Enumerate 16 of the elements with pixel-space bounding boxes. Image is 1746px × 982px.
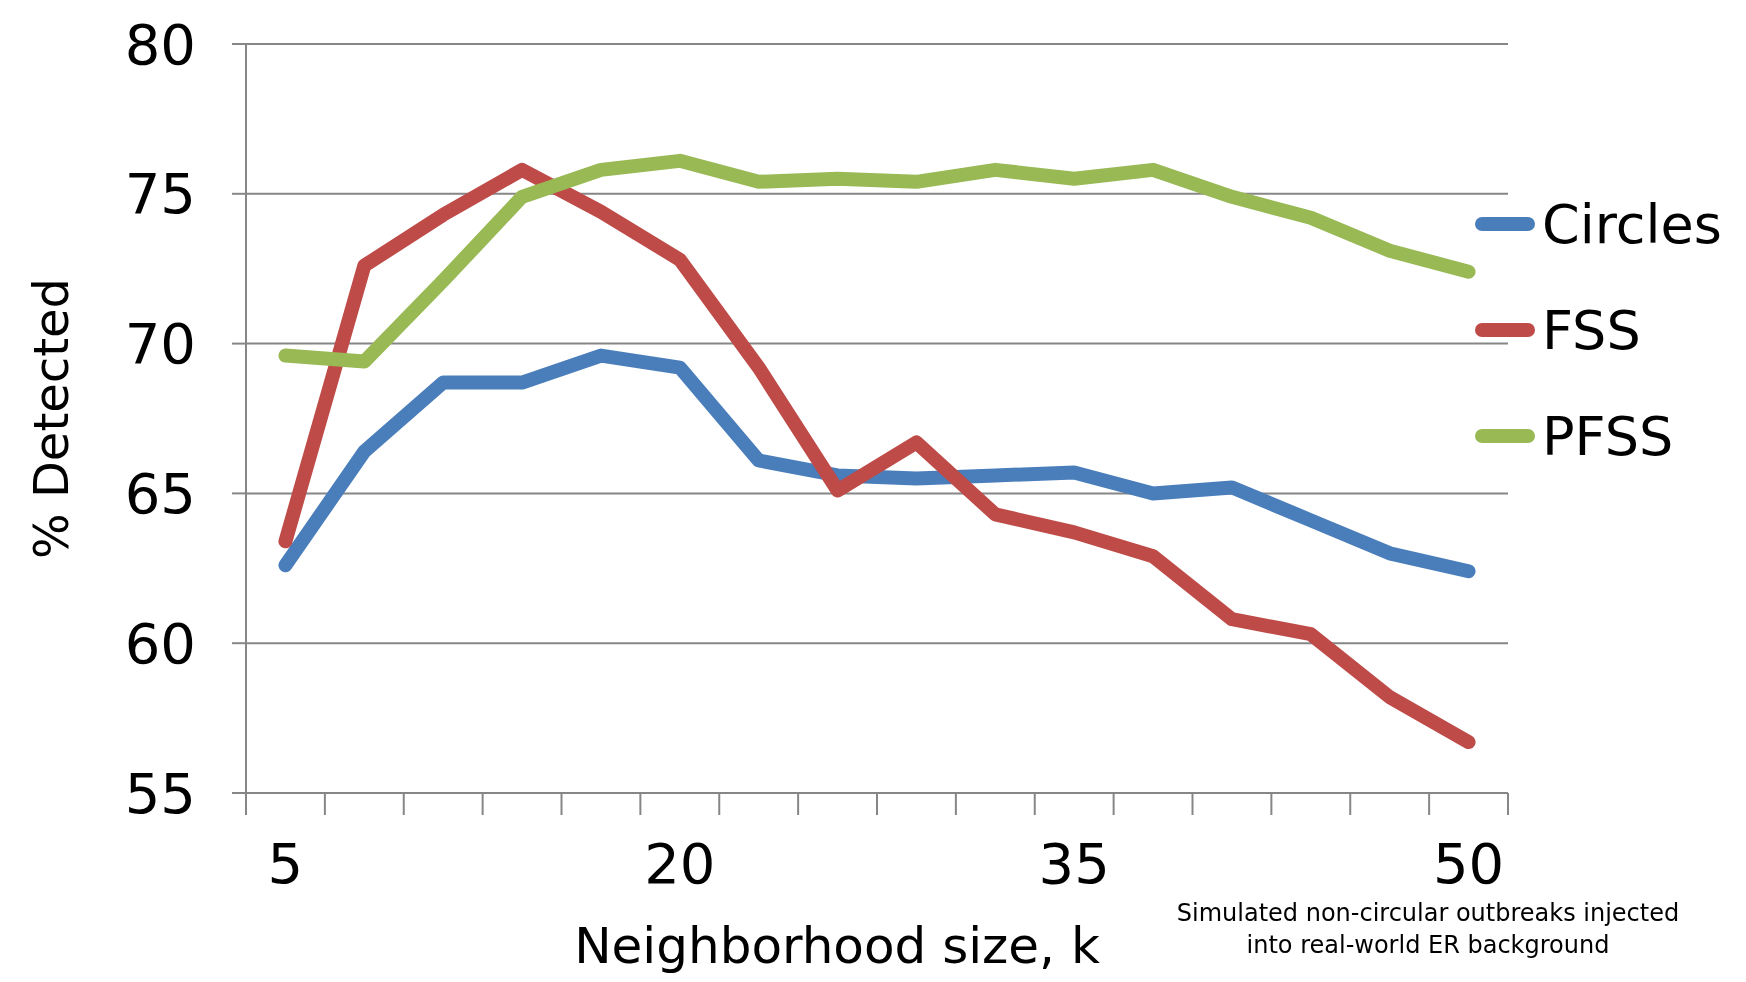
text: Simulated non-circular outbreaks injected into real-world ER background [1176,899,1680,959]
x-tick-label: 5 [267,831,304,896]
y-tick-label: 70 [124,311,196,377]
x-tick-label: 50 [1432,831,1505,896]
y-tick-label: 75 [124,161,196,227]
x-tick-label: 20 [644,831,716,896]
y-tick-label: 80 [124,11,196,77]
legend-label: Circles [1542,192,1722,256]
y-axis-title: % Detected [23,278,79,559]
legend-label: FSS [1542,298,1641,362]
y-tick-label: 60 [124,610,196,676]
x-axis-title: Neighborhood size, k [574,917,1100,975]
y-tick-label: 65 [124,460,196,526]
x-tick-label: 35 [1038,831,1110,896]
legend-label: PFSS [1542,404,1674,468]
y-tick-label: 55 [124,760,196,826]
